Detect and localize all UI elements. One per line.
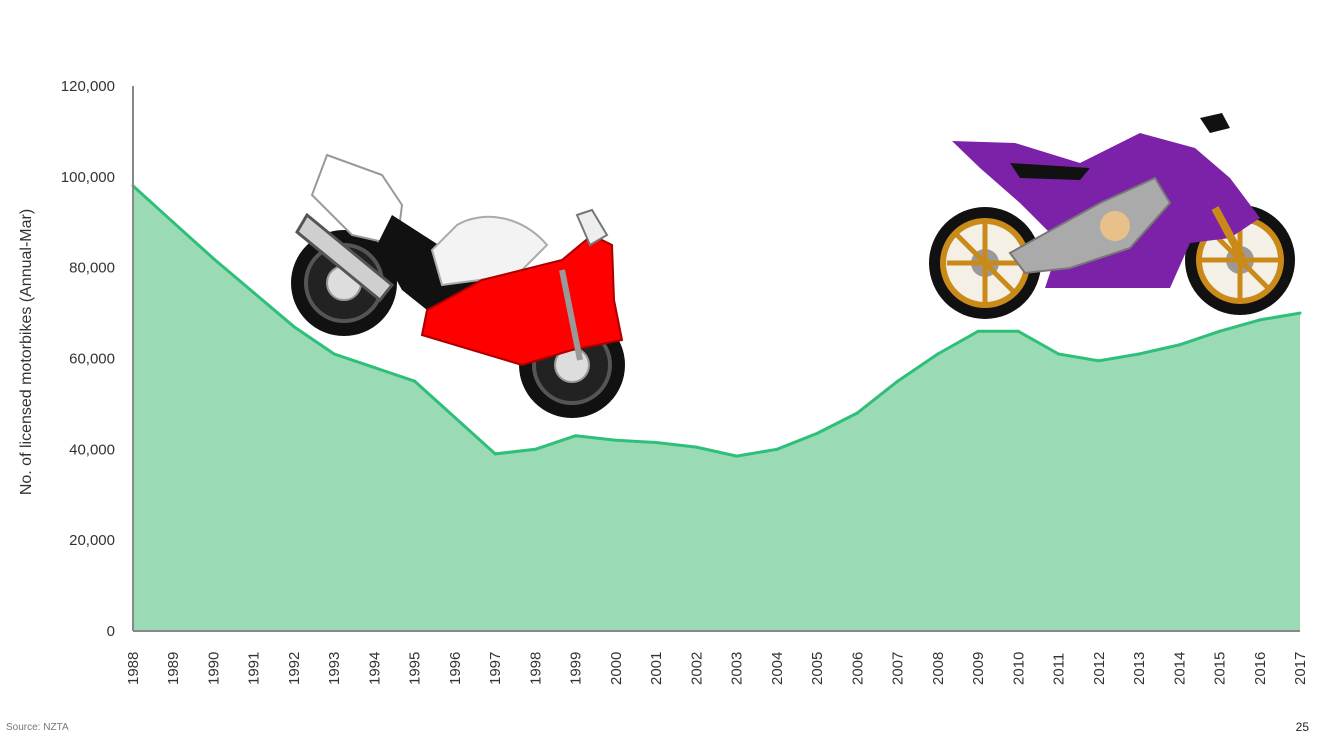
data-point [1177, 343, 1181, 347]
x-tick-label: 1990 [205, 652, 222, 685]
data-point [292, 325, 296, 329]
x-tick-label: 2004 [769, 652, 786, 685]
y-tick-label: 120,000 [61, 78, 115, 95]
data-point [1218, 329, 1222, 333]
x-tick-label: 2011 [1051, 653, 1068, 685]
x-tick-label: 2006 [849, 652, 866, 685]
x-tick-label: 1994 [366, 652, 383, 685]
x-tick-label: 2001 [648, 652, 665, 685]
x-tick-label: 2013 [1131, 652, 1148, 685]
x-tick-label: 1999 [568, 652, 585, 685]
y-tick-label: 20,000 [69, 532, 115, 549]
data-point [936, 352, 940, 356]
x-tick-label: 2007 [890, 652, 907, 685]
x-tick-label: 1998 [527, 652, 544, 685]
data-point [694, 445, 698, 449]
y-tick-label: 0 [107, 623, 115, 640]
data-point [1137, 352, 1141, 356]
x-tick-label: 1993 [326, 652, 343, 685]
data-point [252, 291, 256, 295]
series-line [131, 184, 1301, 458]
x-tick-label: 2014 [1171, 652, 1188, 685]
x-tick-label: 2002 [688, 652, 705, 685]
y-tick-label: 40,000 [69, 441, 115, 458]
x-tick-label: 2003 [729, 652, 746, 685]
data-point [735, 454, 739, 458]
page-number: 25 [1295, 720, 1309, 734]
x-tick-label: 2015 [1212, 652, 1229, 685]
x-tick-label: 2005 [809, 652, 826, 685]
axes: 0 20,000 40,000 60,000 80,000 100,000 120,000 1… [61, 78, 1309, 685]
data-point [171, 220, 175, 224]
data-point [815, 431, 819, 435]
x-tick-label: 2010 [1010, 652, 1027, 685]
data-point [775, 447, 779, 451]
data-point [855, 411, 859, 415]
data-point [453, 416, 457, 420]
y-tick-label: 60,000 [69, 351, 115, 368]
source-note: Source: NZTA [6, 722, 69, 733]
data-point [372, 366, 376, 370]
x-tick-label: 1995 [407, 652, 424, 685]
x-tick-label: 1991 [246, 652, 263, 685]
plot-area [131, 184, 1302, 631]
x-tick-label: 1996 [447, 652, 464, 685]
x-tick-label: 1988 [125, 652, 142, 685]
data-point [493, 452, 497, 456]
data-point [654, 441, 658, 445]
data-point [1097, 359, 1101, 363]
area-fill [133, 185, 1300, 631]
y-tick-label: 80,000 [69, 260, 115, 277]
data-point [574, 434, 578, 438]
data-point [211, 257, 215, 261]
data-point [896, 379, 900, 383]
x-tick-label: 2009 [970, 652, 987, 685]
x-tick-label: 2000 [608, 652, 625, 685]
data-point [1298, 311, 1302, 315]
x-tick-label: 2008 [930, 652, 947, 685]
y-tick-label: 100,000 [61, 169, 115, 186]
y-axis-label: No. of licensed motorbikes (Annual-Mar) [18, 209, 35, 495]
data-point [1016, 329, 1020, 333]
data-point [1057, 352, 1061, 356]
x-tick-label: 2016 [1252, 652, 1269, 685]
data-point [533, 447, 537, 451]
x-tick-label: 1989 [165, 652, 182, 685]
data-point [332, 352, 336, 356]
data-point [976, 329, 980, 333]
purple-motorbike-icon [929, 113, 1295, 319]
data-point [1258, 318, 1262, 322]
red-white-motorbike-icon [291, 153, 625, 418]
x-tick-label: 2012 [1091, 652, 1108, 685]
data-point [614, 438, 618, 442]
data-point [413, 379, 417, 383]
x-tick-label: 2017 [1292, 652, 1309, 685]
x-tick-label: 1997 [487, 652, 504, 685]
x-tick-label: 1992 [286, 652, 303, 685]
